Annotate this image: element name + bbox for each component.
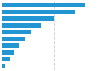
Bar	[2, 50, 14, 55]
Bar	[2, 10, 75, 14]
Bar	[2, 64, 5, 68]
Bar	[2, 43, 19, 48]
Bar	[2, 57, 10, 61]
Bar	[2, 30, 31, 34]
Bar	[2, 23, 41, 28]
Bar	[2, 16, 54, 21]
Bar	[2, 3, 86, 7]
Bar	[2, 37, 25, 41]
